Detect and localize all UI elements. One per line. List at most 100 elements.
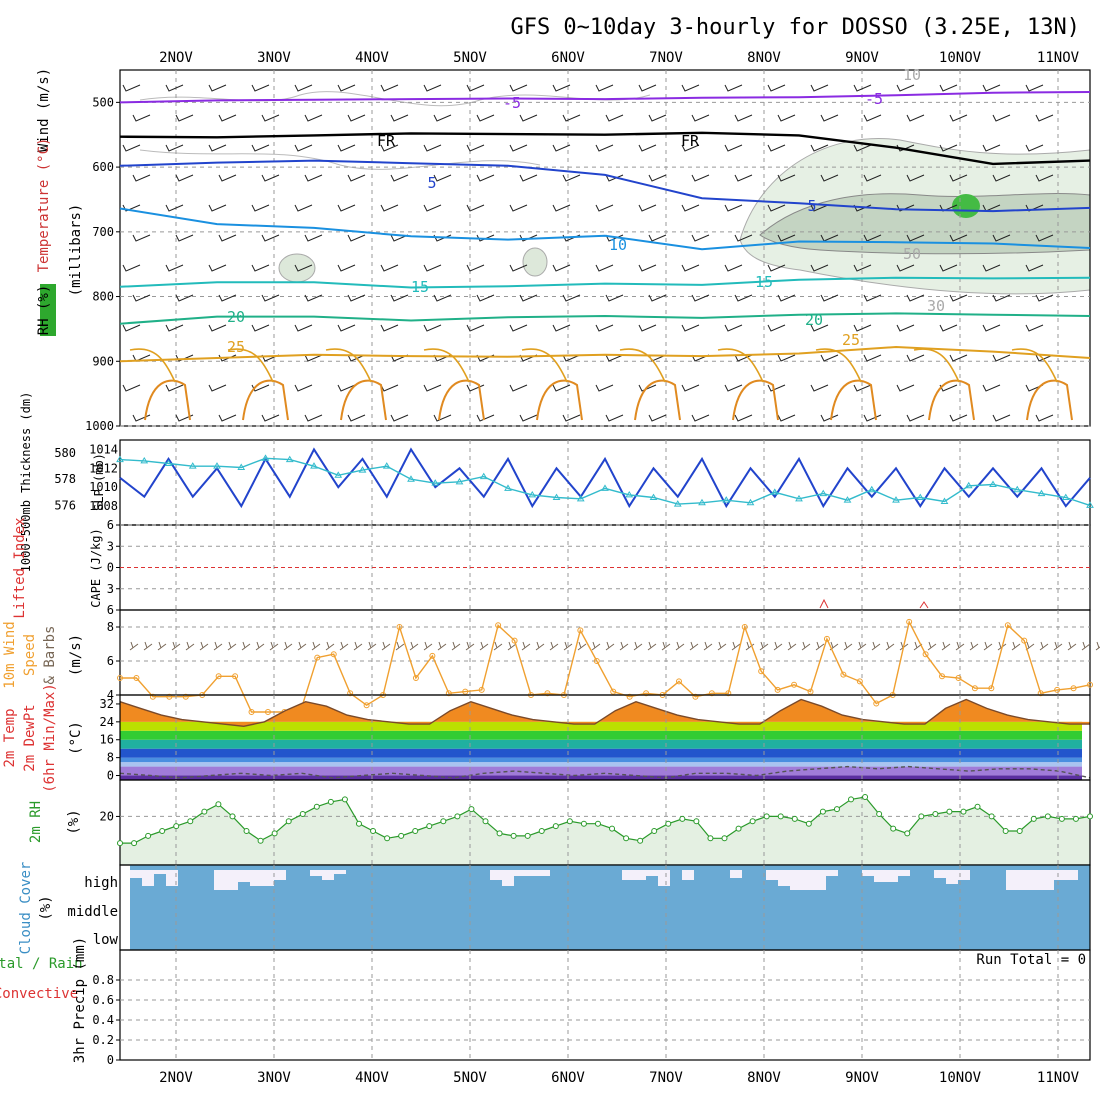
wind-barb bbox=[132, 174, 151, 182]
temp-contour-30 bbox=[144, 379, 191, 421]
thickness-point bbox=[964, 481, 973, 489]
wind-barb bbox=[1035, 414, 1054, 422]
thickness-point bbox=[213, 462, 221, 469]
wind-barb bbox=[509, 384, 528, 392]
wind-barb bbox=[390, 174, 409, 182]
surface-wind-barb bbox=[815, 641, 825, 651]
precip-panel-frame bbox=[119, 949, 1091, 1061]
wind-barb bbox=[896, 324, 915, 332]
wind-barb bbox=[863, 114, 882, 122]
contour-label: 5 bbox=[427, 174, 436, 192]
high-cloud-gap bbox=[334, 870, 346, 874]
temp-contour-30 bbox=[830, 379, 877, 421]
wind-barb bbox=[777, 174, 796, 182]
wind-barb bbox=[777, 414, 796, 422]
rh-point bbox=[693, 818, 700, 825]
rh-point bbox=[763, 813, 770, 820]
high-cloud-gap bbox=[862, 870, 874, 876]
wind-barb bbox=[304, 414, 323, 422]
rh-point bbox=[131, 840, 138, 847]
surface-wind-barb bbox=[1067, 641, 1077, 651]
thickness-point bbox=[746, 498, 755, 506]
thickness-point bbox=[770, 488, 779, 495]
wind-speed-point bbox=[166, 693, 173, 700]
wind-barb bbox=[992, 114, 1011, 122]
surface-wind-barb bbox=[731, 641, 741, 651]
rh-point bbox=[890, 825, 897, 832]
rh-point bbox=[299, 811, 306, 817]
contour-label: 25 bbox=[227, 338, 245, 356]
wind-barb bbox=[261, 174, 280, 182]
wind-speed-point bbox=[182, 693, 189, 700]
wind-barb bbox=[681, 264, 700, 272]
wind-barb bbox=[208, 84, 227, 92]
wind-barb bbox=[767, 84, 786, 92]
high-cloud-gap bbox=[778, 870, 790, 886]
rh-point bbox=[580, 820, 587, 827]
temp-contour-25-dip bbox=[129, 348, 176, 383]
high-cloud-gap bbox=[874, 870, 886, 882]
wind-barb bbox=[519, 114, 538, 122]
wind-barb bbox=[175, 414, 194, 422]
surface-wind-barb bbox=[647, 641, 657, 651]
surface-wind-barb bbox=[479, 641, 489, 651]
wind-speed-point bbox=[610, 688, 617, 695]
thickness-point bbox=[382, 462, 391, 469]
wind-barb bbox=[466, 144, 485, 152]
date-label-bottom: 4NOV bbox=[355, 1070, 389, 1086]
rh-point bbox=[735, 825, 742, 832]
thickness-tick-label: 580 bbox=[54, 446, 76, 460]
wind-barb bbox=[949, 234, 968, 242]
wind-barb bbox=[304, 294, 323, 302]
wind-barb bbox=[724, 204, 743, 212]
wind-barb bbox=[691, 114, 710, 122]
thickness-point bbox=[916, 493, 925, 501]
wind-barb bbox=[476, 174, 495, 182]
wind-barb bbox=[132, 234, 151, 242]
wind-barb bbox=[337, 84, 356, 92]
wind-speed-point bbox=[1054, 686, 1061, 693]
wind-speed-point bbox=[412, 675, 419, 681]
wind-barb bbox=[939, 324, 958, 332]
date-label-top: 5NOV bbox=[453, 50, 487, 66]
wind-barb bbox=[853, 384, 872, 392]
wind-barb bbox=[1035, 234, 1054, 242]
surface-wind-barb bbox=[339, 641, 349, 651]
temperature-tick-label: 16 bbox=[100, 733, 114, 747]
high-cloud-gap bbox=[250, 870, 262, 886]
date-label-bottom: 3NOV bbox=[257, 1070, 291, 1086]
date-label-top: 2NOV bbox=[159, 50, 193, 66]
surface-wind-barb bbox=[843, 641, 853, 651]
wind-barb bbox=[734, 294, 753, 302]
wind-speed-point bbox=[643, 690, 650, 697]
wind-speed-point bbox=[692, 693, 699, 700]
rh-unit-label: (%) bbox=[66, 809, 82, 834]
temperature-tick-label: 0 bbox=[107, 769, 114, 783]
wind-barb bbox=[681, 204, 700, 212]
date-label-top: 4NOV bbox=[355, 50, 389, 66]
wind-barb bbox=[949, 354, 968, 362]
wind-barb bbox=[906, 354, 925, 362]
wind-speed-point bbox=[577, 627, 584, 634]
lifted-index-tick-label: 0 bbox=[107, 561, 114, 575]
wind-barb bbox=[132, 114, 151, 122]
rh-2m-axis-label: 2m RH bbox=[28, 801, 44, 843]
temp-contour-25 bbox=[119, 345, 1091, 363]
temp-contour-30 bbox=[928, 379, 975, 421]
surface-wind-barb bbox=[423, 641, 433, 651]
wind-speed-point bbox=[675, 678, 682, 685]
wind-barb bbox=[304, 114, 323, 122]
surface-wind-barb bbox=[745, 641, 755, 651]
rh-point bbox=[876, 811, 883, 817]
wind-barb bbox=[122, 384, 141, 392]
wind-speed-point bbox=[478, 686, 485, 693]
wind-barb bbox=[906, 294, 925, 302]
wind-barb bbox=[175, 354, 194, 362]
rh-point bbox=[862, 794, 869, 800]
wind-barb bbox=[853, 264, 872, 272]
wind-barb bbox=[810, 384, 829, 392]
surface-wind-barb bbox=[297, 641, 307, 651]
date-label-bottom: 10NOV bbox=[939, 1070, 982, 1086]
wind-barb bbox=[519, 174, 538, 182]
